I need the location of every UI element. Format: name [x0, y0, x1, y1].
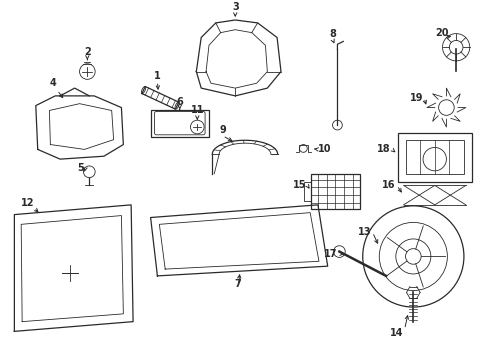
Text: 14: 14	[389, 328, 403, 338]
Text: 17: 17	[323, 248, 337, 258]
Text: 12: 12	[21, 198, 35, 208]
Text: 2: 2	[84, 47, 91, 57]
Text: 8: 8	[328, 30, 335, 40]
Text: 20: 20	[434, 27, 447, 37]
Text: 6: 6	[176, 96, 183, 107]
Bar	[150, 109, 208, 137]
Bar	[304, 181, 310, 201]
Text: 11: 11	[190, 105, 203, 115]
Text: 15: 15	[292, 180, 305, 190]
Bar	[405, 140, 463, 174]
Text: 9: 9	[219, 125, 225, 135]
Text: 13: 13	[357, 227, 371, 237]
Text: 10: 10	[317, 144, 331, 154]
Text: 1: 1	[154, 71, 161, 81]
Bar	[397, 133, 471, 181]
Bar	[310, 174, 359, 209]
Text: 16: 16	[382, 180, 395, 190]
Text: 3: 3	[231, 2, 238, 12]
Text: 4: 4	[50, 78, 57, 88]
Text: 5: 5	[78, 163, 84, 173]
Text: 18: 18	[377, 144, 390, 154]
Text: 7: 7	[234, 279, 241, 289]
Text: 19: 19	[409, 93, 422, 103]
